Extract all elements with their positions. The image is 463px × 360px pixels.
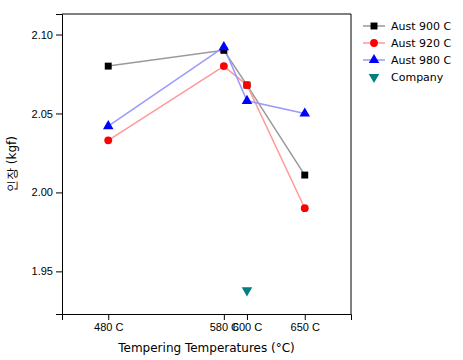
legend-symbol — [370, 39, 378, 47]
y-axis: 1.95 2.00 2.05 2.10 — [32, 15, 63, 315]
point — [243, 81, 251, 89]
legend: Aust 900 C Aust 920 C Aust 980 C Company — [363, 20, 452, 84]
tick: 650 C — [291, 314, 320, 333]
point — [301, 204, 309, 212]
series-line — [108, 66, 305, 208]
chart: 480 C580 C600 C650 C1.952.002.052.10Temp… — [0, 0, 463, 360]
legend-label: Company — [391, 71, 444, 84]
tick-mark — [56, 113, 62, 114]
frame-top — [62, 14, 351, 15]
tick-mark — [224, 314, 225, 320]
plot: 480 C580 C600 C650 C1.952.002.052.10 — [32, 14, 352, 333]
tick-mark — [305, 314, 306, 320]
tick-label: 1.95 — [32, 265, 53, 277]
series-line — [108, 50, 305, 175]
point — [103, 120, 114, 129]
legend-label: Aust 900 C — [391, 20, 452, 33]
legend-symbol — [371, 23, 378, 30]
point — [242, 287, 253, 296]
tick-label: 2.10 — [32, 29, 53, 41]
tick-label: 480 C — [94, 321, 123, 333]
tick-mark — [56, 192, 62, 193]
point — [219, 41, 230, 50]
legend-symbol — [369, 74, 380, 83]
point — [105, 63, 112, 70]
point — [242, 95, 253, 104]
point — [299, 107, 310, 116]
tick: 600 C — [233, 314, 262, 333]
tick-mark — [108, 314, 109, 320]
frame-right — [351, 14, 352, 314]
y-axis-title: 인장 (kgf) — [5, 136, 19, 192]
tick-label: 600 C — [233, 321, 262, 333]
tick: 2.00 — [32, 186, 62, 198]
tick-mark — [56, 35, 62, 36]
point — [104, 136, 112, 144]
tick-mark — [247, 314, 248, 320]
series-line — [108, 47, 305, 126]
point — [220, 62, 228, 70]
tick: 1.95 — [32, 265, 62, 277]
legend-item: Aust 900 C — [363, 20, 452, 33]
data — [103, 41, 310, 296]
tick: 480 C — [94, 314, 123, 333]
tick: 2.10 — [32, 29, 62, 41]
tick-label: 2.05 — [32, 107, 53, 119]
point — [243, 82, 250, 89]
axis-line — [63, 315, 352, 321]
point — [301, 172, 308, 179]
legend-symbol — [369, 54, 380, 63]
axis-line — [56, 15, 63, 315]
x-axis-title: Tempering Temperatures (°C) — [117, 341, 295, 355]
x-axis: 480 C580 C600 C650 C — [63, 314, 352, 333]
tick-label: 2.00 — [32, 186, 53, 198]
legend-item: Aust 920 C — [363, 37, 452, 50]
tick-label: 650 C — [291, 321, 320, 333]
legend-item: Company — [369, 71, 444, 84]
legend-label: Aust 920 C — [391, 37, 452, 50]
legend-item: Aust 980 C — [363, 54, 452, 67]
tick-mark — [56, 271, 62, 272]
legend-label: Aust 980 C — [391, 54, 452, 67]
tick: 2.05 — [32, 107, 62, 119]
